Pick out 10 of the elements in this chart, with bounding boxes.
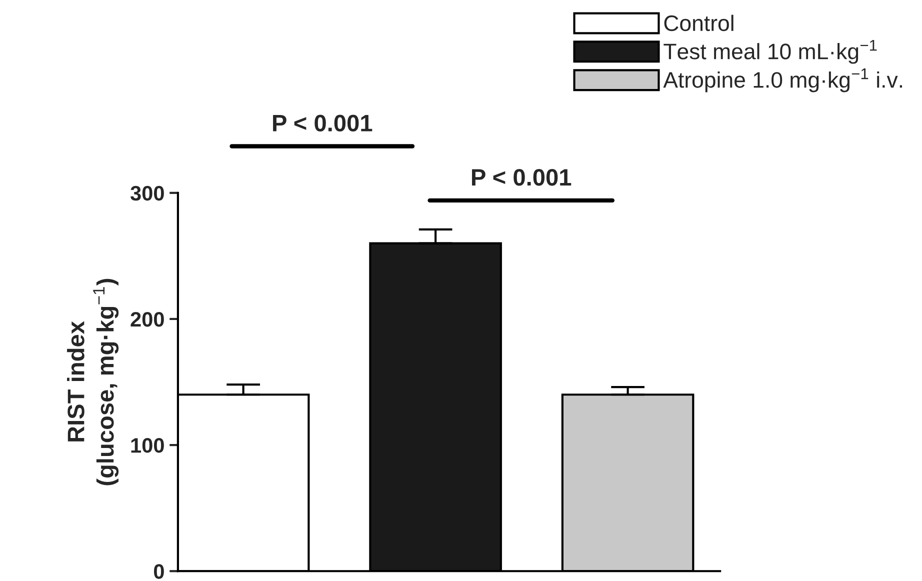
- legend-label: Test meal 10 mL·kg$^{−1}$: [664, 40, 877, 64]
- y-tick-label: 200: [130, 312, 164, 327]
- text: P < 0.001: [472, 168, 572, 186]
- y-tick-label: 100: [131, 438, 164, 453]
- text: P < 0.001: [273, 114, 372, 132]
- y-axis-title: RIST index (glucose, mg·kg$^{−1}$): [67, 278, 119, 486]
- y-tick-label: 300: [130, 186, 164, 201]
- legend-label: Control: [664, 14, 734, 32]
- y-tick-label: 0: [154, 564, 164, 579]
- legend-label: Atropine 1.0 mg·kg$^{−1}$ i.v.: [663, 68, 902, 92]
